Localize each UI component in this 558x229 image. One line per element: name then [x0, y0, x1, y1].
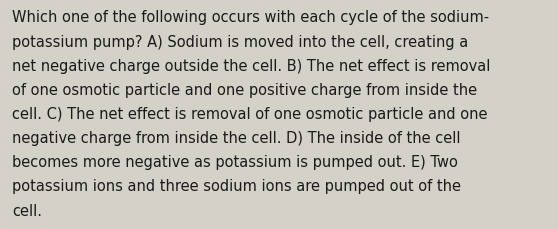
Text: net negative charge outside the cell. B) The net effect is removal: net negative charge outside the cell. B)… [12, 58, 490, 73]
Text: becomes more negative as potassium is pumped out. E) Two: becomes more negative as potassium is pu… [12, 155, 458, 169]
Text: cell.: cell. [12, 203, 42, 218]
Text: potassium ions and three sodium ions are pumped out of the: potassium ions and three sodium ions are… [12, 179, 461, 194]
Text: potassium pump? A) Sodium is moved into the cell, creating a: potassium pump? A) Sodium is moved into … [12, 34, 469, 49]
Text: negative charge from inside the cell. D) The inside of the cell: negative charge from inside the cell. D)… [12, 131, 461, 145]
Text: of one osmotic particle and one positive charge from inside the: of one osmotic particle and one positive… [12, 82, 478, 97]
Text: cell. C) The net effect is removal of one osmotic particle and one: cell. C) The net effect is removal of on… [12, 106, 488, 121]
Text: Which one of the following occurs with each cycle of the sodium-: Which one of the following occurs with e… [12, 10, 489, 25]
